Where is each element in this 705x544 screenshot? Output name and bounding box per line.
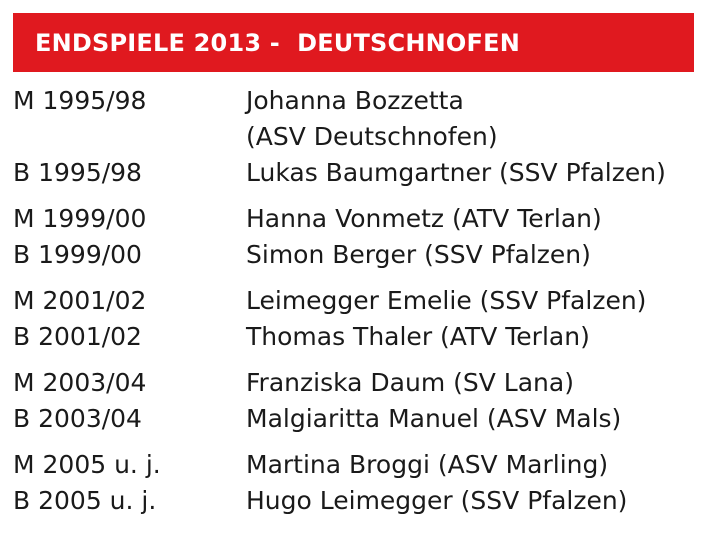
category-label: B 1999/00 (13, 240, 142, 269)
category-label: M 1999/00 (13, 204, 147, 233)
category-label: B 2005 u. j. (13, 486, 157, 515)
winner-name: Franziska Daum (SV Lana) (246, 368, 574, 397)
result-group: M 1999/00 Hanna Vonmetz (ATV Terlan) B 1… (13, 201, 698, 273)
winner-name: Malgiaritta Manuel (ASV Mals) (246, 404, 622, 433)
result-group: M 2005 u. j. Martina Broggi (ASV Marling… (13, 447, 698, 519)
result-row: M 2003/04 Franziska Daum (SV Lana) (13, 365, 698, 401)
category-label: M 2005 u. j. (13, 450, 161, 479)
category-label: B 1995/98 (13, 158, 142, 187)
winner-name: Hugo Leimegger (SSV Pfalzen) (246, 486, 628, 515)
result-row: B 2005 u. j. Hugo Leimegger (SSV Pfalzen… (13, 483, 698, 519)
result-row: B 1995/98 Lukas Baumgartner (SSV Pfalzen… (13, 155, 698, 191)
winner-name: Hanna Vonmetz (ATV Terlan) (246, 204, 602, 233)
category-label: M 2003/04 (13, 368, 147, 397)
result-row: M 1999/00 Hanna Vonmetz (ATV Terlan) (13, 201, 698, 237)
winner-name: Martina Broggi (ASV Marling) (246, 450, 609, 479)
category-label: B 2003/04 (13, 404, 142, 433)
result-group: M 1995/98 Johanna Bozzetta (ASV Deutschn… (13, 83, 698, 191)
result-group: M 2003/04 Franziska Daum (SV Lana) B 200… (13, 365, 698, 437)
result-row: B 2001/02 Thomas Thaler (ATV Terlan) (13, 319, 698, 355)
category-label: M 1995/98 (13, 86, 147, 115)
winner-name: Thomas Thaler (ATV Terlan) (246, 322, 590, 351)
winner-name: Leimegger Emelie (SSV Pfalzen) (246, 286, 647, 315)
result-row: M 2005 u. j. Martina Broggi (ASV Marling… (13, 447, 698, 483)
result-row: M 1995/98 Johanna Bozzetta (13, 83, 698, 119)
results-list: M 1995/98 Johanna Bozzetta (ASV Deutschn… (13, 83, 698, 529)
result-row: B 2003/04 Malgiaritta Manuel (ASV Mals) (13, 401, 698, 437)
result-row: M 2001/02 Leimegger Emelie (SSV Pfalzen) (13, 283, 698, 319)
title-banner: ENDSPIELE 2013 - DEUTSCHNOFEN (13, 13, 694, 72)
winner-name: Simon Berger (SSV Pfalzen) (246, 240, 591, 269)
winner-name: Lukas Baumgartner (SSV Pfalzen) (246, 158, 666, 187)
page-title: ENDSPIELE 2013 - DEUTSCHNOFEN (35, 28, 520, 57)
category-label: B 2001/02 (13, 322, 142, 351)
result-row-continuation: (ASV Deutschnofen) (13, 119, 698, 155)
winner-club: (ASV Deutschnofen) (246, 122, 498, 151)
winner-name: Johanna Bozzetta (246, 86, 464, 115)
result-row: B 1999/00 Simon Berger (SSV Pfalzen) (13, 237, 698, 273)
result-group: M 2001/02 Leimegger Emelie (SSV Pfalzen)… (13, 283, 698, 355)
category-label: M 2001/02 (13, 286, 147, 315)
